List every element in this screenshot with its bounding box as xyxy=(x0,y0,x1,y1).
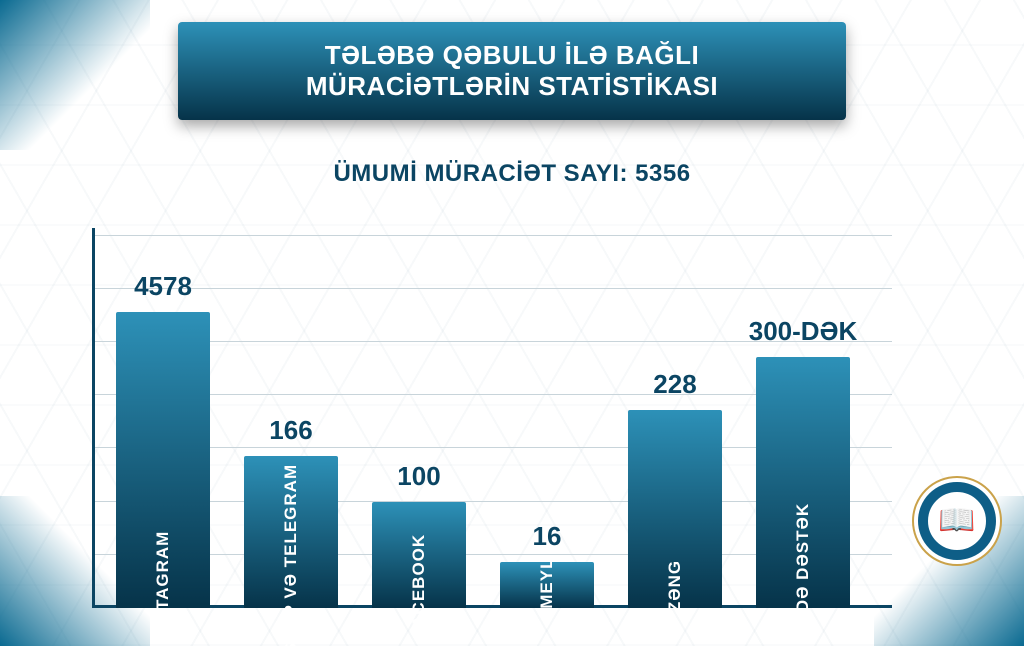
open-book-icon: 📖 xyxy=(938,506,975,536)
subtitle-total: ÜMUMİ MÜRACİƏT SAYI: 5356 xyxy=(333,160,690,188)
bar-value-label: 166 xyxy=(269,415,312,446)
title-line-2: MÜRACİƏTLƏRİN STATİSTİKASI xyxy=(202,71,822,102)
bar-category-label: INSTAGRAM xyxy=(153,531,173,642)
bar: 4578INSTAGRAM xyxy=(116,312,210,608)
bar: 16İMEYL xyxy=(500,562,594,608)
bar-value-label: 4578 xyxy=(134,271,192,302)
bar: 300-DƏKYERİNDƏ DƏSTƏK xyxy=(756,357,850,608)
corner-accent-top-left xyxy=(0,0,150,150)
bar-value-label: 300-DƏK xyxy=(749,316,857,347)
bar: 166WHATSAPP VƏ TELEGRAM xyxy=(244,456,338,608)
bar-category-label: YERİNDƏ DƏSTƏK xyxy=(793,503,813,646)
title-line-1: TƏLƏBƏ QƏBULU İLƏ BAĞLI xyxy=(202,40,822,71)
bar-value-label: 100 xyxy=(397,461,440,492)
bar-category-label: FACEBOOK xyxy=(409,534,429,638)
university-logo: 📖 xyxy=(912,476,1002,566)
bar-value-label: 228 xyxy=(653,369,696,400)
bar: 100FACEBOOK xyxy=(372,502,466,608)
bar: 228ZƏNG xyxy=(628,410,722,608)
bar-value-label: 16 xyxy=(533,521,562,552)
bar-category-label: ZƏNG xyxy=(665,560,685,612)
bar-category-label: İMEYL xyxy=(537,558,557,615)
bars-container: 4578INSTAGRAM 166WHATSAPP VƏ TELEGRAM 100F… xyxy=(92,228,892,608)
bar-category-label: WHATSAPP VƏ TELEGRAM xyxy=(281,464,301,646)
page: TƏLƏBƏ QƏBULU İLƏ BAĞLI MÜRACİƏTLƏRİN ST… xyxy=(0,0,1024,646)
bar-chart: 4578INSTAGRAM 166WHATSAPP VƏ TELEGRAM 100F… xyxy=(92,228,892,608)
title-banner: TƏLƏBƏ QƏBULU İLƏ BAĞLI MÜRACİƏTLƏRİN ST… xyxy=(178,22,846,120)
